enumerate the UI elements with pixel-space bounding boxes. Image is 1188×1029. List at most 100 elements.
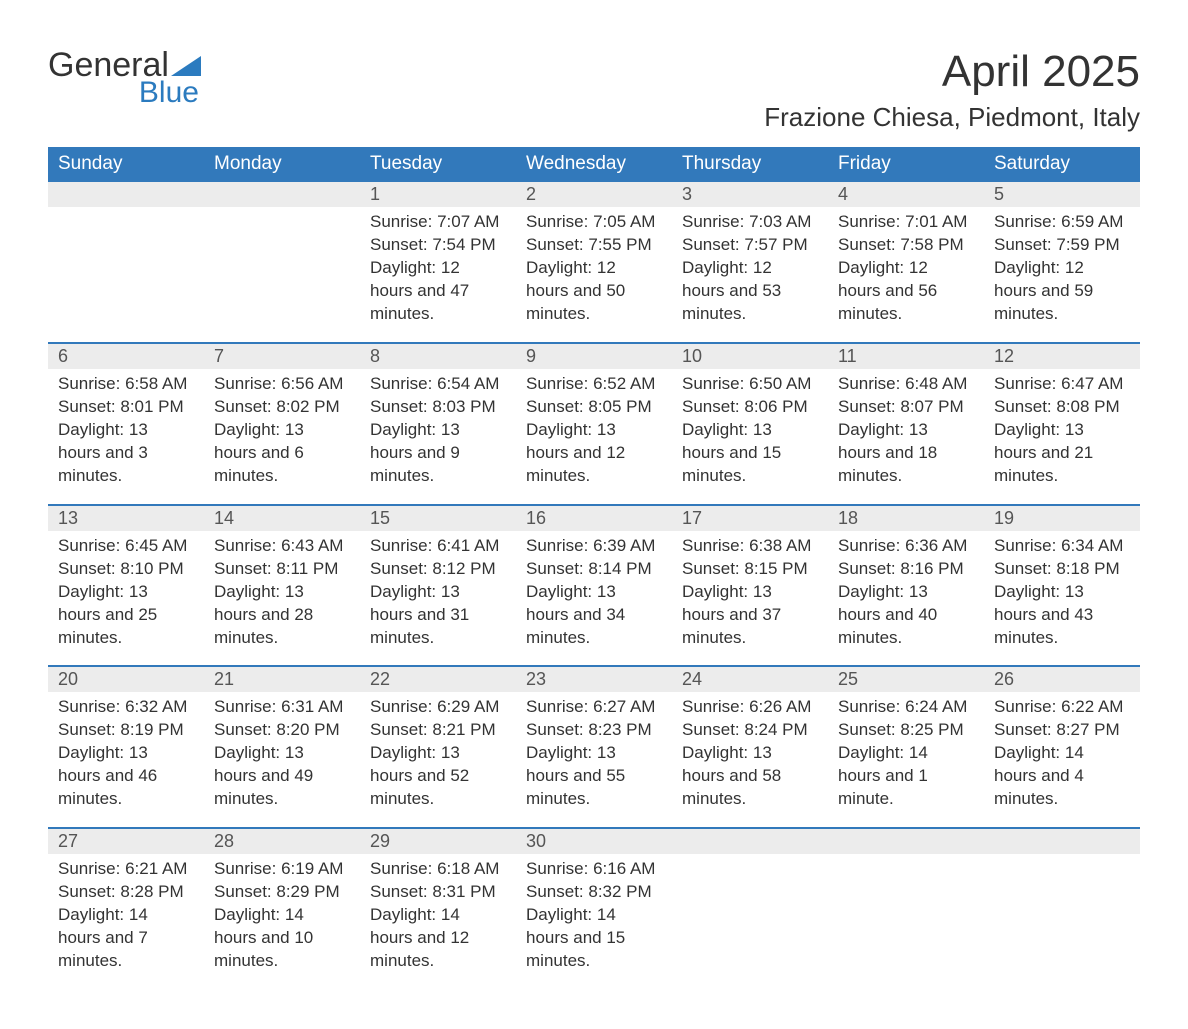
day-number-cell: 30 — [516, 828, 672, 854]
daylight-line: Daylight: 13 hours and 9 minutes. — [370, 419, 506, 488]
day-number-cell: 2 — [516, 182, 672, 207]
day-cell: Sunrise: 6:58 AMSunset: 8:01 PMDaylight:… — [48, 369, 204, 505]
day-number-cell: 29 — [360, 828, 516, 854]
daylight-line: Daylight: 14 hours and 15 minutes. — [526, 904, 662, 973]
day-number: 27 — [58, 831, 78, 851]
day-number: 3 — [682, 184, 692, 204]
day-number: 4 — [838, 184, 848, 204]
sunset-line: Sunset: 8:11 PM — [214, 558, 350, 581]
day-number: 8 — [370, 346, 380, 366]
day-number: 26 — [994, 669, 1014, 689]
sunset-line: Sunset: 8:29 PM — [214, 881, 350, 904]
day-number-cell: 18 — [828, 505, 984, 531]
day-number: 23 — [526, 669, 546, 689]
week-daynum-row: 6789101112 — [48, 343, 1140, 369]
daylight-line: Daylight: 13 hours and 12 minutes. — [526, 419, 662, 488]
day-number-cell: 19 — [984, 505, 1140, 531]
daylight-line: Daylight: 13 hours and 37 minutes. — [682, 581, 818, 650]
sunrise-line: Sunrise: 6:19 AM — [214, 858, 350, 881]
daylight-line: Daylight: 13 hours and 28 minutes. — [214, 581, 350, 650]
day-number-cell: 12 — [984, 343, 1140, 369]
sunrise-line: Sunrise: 6:18 AM — [370, 858, 506, 881]
day-number: 12 — [994, 346, 1014, 366]
daylight-line: Daylight: 13 hours and 18 minutes. — [838, 419, 974, 488]
sunrise-line: Sunrise: 6:27 AM — [526, 696, 662, 719]
week-daynum-row: 20212223242526 — [48, 666, 1140, 692]
sunset-line: Sunset: 8:10 PM — [58, 558, 194, 581]
day-number-cell: 9 — [516, 343, 672, 369]
day-number-cell: 20 — [48, 666, 204, 692]
sunrise-line: Sunrise: 6:56 AM — [214, 373, 350, 396]
day-cell: Sunrise: 6:50 AMSunset: 8:06 PMDaylight:… — [672, 369, 828, 505]
day-number: 17 — [682, 508, 702, 528]
day-number-cell: 8 — [360, 343, 516, 369]
daylight-line: Daylight: 13 hours and 21 minutes. — [994, 419, 1130, 488]
sunset-line: Sunset: 8:03 PM — [370, 396, 506, 419]
day-number: 20 — [58, 669, 78, 689]
sunrise-line: Sunrise: 6:58 AM — [58, 373, 194, 396]
day-cell: Sunrise: 6:38 AMSunset: 8:15 PMDaylight:… — [672, 531, 828, 667]
day-cell: Sunrise: 6:24 AMSunset: 8:25 PMDaylight:… — [828, 692, 984, 828]
day-number: 18 — [838, 508, 858, 528]
sunset-line: Sunset: 8:18 PM — [994, 558, 1130, 581]
daylight-line: Daylight: 12 hours and 47 minutes. — [370, 257, 506, 326]
sunset-line: Sunset: 8:14 PM — [526, 558, 662, 581]
sunset-line: Sunset: 8:31 PM — [370, 881, 506, 904]
day-number: 24 — [682, 669, 702, 689]
sunrise-line: Sunrise: 6:32 AM — [58, 696, 194, 719]
daylight-line: Daylight: 13 hours and 58 minutes. — [682, 742, 818, 811]
day-cell: Sunrise: 6:29 AMSunset: 8:21 PMDaylight:… — [360, 692, 516, 828]
day-number: 1 — [370, 184, 380, 204]
weekday-header: Thursday — [672, 147, 828, 182]
daylight-line: Daylight: 14 hours and 1 minute. — [838, 742, 974, 811]
day-cell: Sunrise: 6:34 AMSunset: 8:18 PMDaylight:… — [984, 531, 1140, 667]
sunrise-line: Sunrise: 6:54 AM — [370, 373, 506, 396]
day-number-cell: 15 — [360, 505, 516, 531]
day-cell: Sunrise: 6:31 AMSunset: 8:20 PMDaylight:… — [204, 692, 360, 828]
sunset-line: Sunset: 8:24 PM — [682, 719, 818, 742]
day-number: 29 — [370, 831, 390, 851]
sunset-line: Sunset: 8:06 PM — [682, 396, 818, 419]
empty-day-cell — [48, 207, 204, 343]
sunset-line: Sunset: 7:57 PM — [682, 234, 818, 257]
sunrise-line: Sunrise: 6:47 AM — [994, 373, 1130, 396]
sunset-line: Sunset: 8:02 PM — [214, 396, 350, 419]
sunset-line: Sunset: 7:55 PM — [526, 234, 662, 257]
day-number: 13 — [58, 508, 78, 528]
daylight-line: Daylight: 13 hours and 31 minutes. — [370, 581, 506, 650]
daylight-line: Daylight: 13 hours and 43 minutes. — [994, 581, 1130, 650]
week-body-row: Sunrise: 6:32 AMSunset: 8:19 PMDaylight:… — [48, 692, 1140, 828]
day-cell: Sunrise: 6:56 AMSunset: 8:02 PMDaylight:… — [204, 369, 360, 505]
sunrise-line: Sunrise: 6:52 AM — [526, 373, 662, 396]
day-cell: Sunrise: 6:52 AMSunset: 8:05 PMDaylight:… — [516, 369, 672, 505]
sunset-line: Sunset: 8:12 PM — [370, 558, 506, 581]
day-number: 15 — [370, 508, 390, 528]
day-number: 11 — [838, 346, 857, 366]
weekday-header: Sunday — [48, 147, 204, 182]
sunset-line: Sunset: 8:01 PM — [58, 396, 194, 419]
day-number-cell: 21 — [204, 666, 360, 692]
day-number-cell: 10 — [672, 343, 828, 369]
sunrise-line: Sunrise: 7:03 AM — [682, 211, 818, 234]
sunset-line: Sunset: 7:54 PM — [370, 234, 506, 257]
day-number-cell: 27 — [48, 828, 204, 854]
location-subtitle: Frazione Chiesa, Piedmont, Italy — [764, 102, 1140, 133]
daylight-line: Daylight: 13 hours and 46 minutes. — [58, 742, 194, 811]
day-number-cell: 14 — [204, 505, 360, 531]
day-number: 2 — [526, 184, 536, 204]
calendar-header-row: SundayMondayTuesdayWednesdayThursdayFrid… — [48, 147, 1140, 182]
sunrise-line: Sunrise: 6:16 AM — [526, 858, 662, 881]
day-cell: Sunrise: 6:54 AMSunset: 8:03 PMDaylight:… — [360, 369, 516, 505]
empty-day-cell — [672, 854, 828, 989]
daylight-line: Daylight: 14 hours and 10 minutes. — [214, 904, 350, 973]
header: General Blue April 2025 Frazione Chiesa,… — [48, 48, 1140, 133]
day-number: 6 — [58, 346, 68, 366]
day-cell: Sunrise: 6:41 AMSunset: 8:12 PMDaylight:… — [360, 531, 516, 667]
day-number: 30 — [526, 831, 546, 851]
day-number: 5 — [994, 184, 1004, 204]
brand-word-2: Blue — [48, 78, 201, 108]
sunset-line: Sunset: 8:16 PM — [838, 558, 974, 581]
sunrise-line: Sunrise: 6:22 AM — [994, 696, 1130, 719]
day-cell: Sunrise: 6:47 AMSunset: 8:08 PMDaylight:… — [984, 369, 1140, 505]
day-cell: Sunrise: 6:43 AMSunset: 8:11 PMDaylight:… — [204, 531, 360, 667]
